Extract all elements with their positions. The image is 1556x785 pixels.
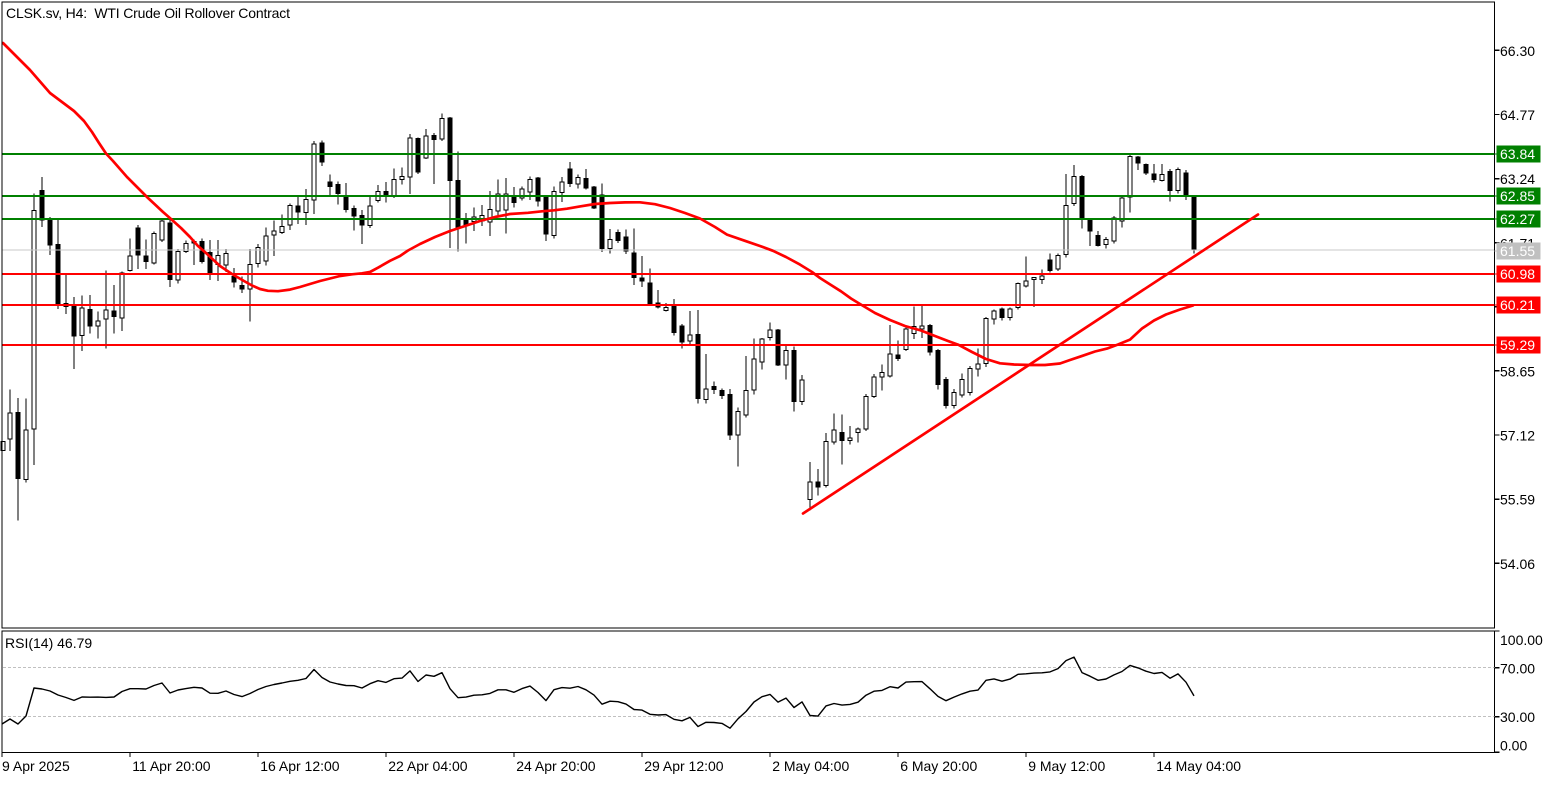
svg-text:9 May 12:00: 9 May 12:00 (1028, 758, 1105, 774)
svg-text:62.27: 62.27 (1500, 211, 1535, 227)
svg-text:30.00: 30.00 (1500, 709, 1535, 725)
svg-text:60.21: 60.21 (1500, 297, 1535, 313)
svg-text:16 Apr 12:00: 16 Apr 12:00 (260, 758, 340, 774)
svg-text:66.30: 66.30 (1500, 43, 1535, 59)
svg-text:62.85: 62.85 (1500, 188, 1535, 204)
svg-text:RSI(14) 46.79: RSI(14) 46.79 (5, 635, 92, 651)
svg-text:0.00: 0.00 (1500, 738, 1527, 754)
svg-text:59.29: 59.29 (1500, 337, 1535, 353)
svg-text:55.59: 55.59 (1500, 492, 1535, 508)
svg-text:64.77: 64.77 (1500, 107, 1535, 123)
svg-text:61.55: 61.55 (1500, 243, 1535, 259)
svg-text:14 May 04:00: 14 May 04:00 (1156, 758, 1241, 774)
svg-text:2 May 04:00: 2 May 04:00 (772, 758, 849, 774)
svg-text:11 Apr 20:00: 11 Apr 20:00 (132, 758, 211, 774)
svg-text:60.98: 60.98 (1500, 266, 1535, 282)
svg-text:29 Apr 12:00: 29 Apr 12:00 (644, 758, 724, 774)
svg-text:22 Apr 04:00: 22 Apr 04:00 (388, 758, 468, 774)
svg-text:6 May 20:00: 6 May 20:00 (900, 758, 977, 774)
svg-text:58.65: 58.65 (1500, 364, 1535, 380)
svg-text:70.00: 70.00 (1500, 660, 1535, 676)
svg-text:57.12: 57.12 (1500, 428, 1535, 444)
svg-text:100.00: 100.00 (1500, 632, 1543, 648)
svg-text:63.24: 63.24 (1500, 171, 1535, 187)
svg-text:54.06: 54.06 (1500, 556, 1535, 572)
svg-text:CLSK.sv, H4: WTI Crude Oil Ro: CLSK.sv, H4: WTI Crude Oil Rollover Cont… (6, 5, 290, 21)
svg-text:24 Apr 20:00: 24 Apr 20:00 (516, 758, 596, 774)
svg-text:9 Apr 2025: 9 Apr 2025 (2, 758, 70, 774)
svg-text:63.84: 63.84 (1500, 146, 1535, 162)
